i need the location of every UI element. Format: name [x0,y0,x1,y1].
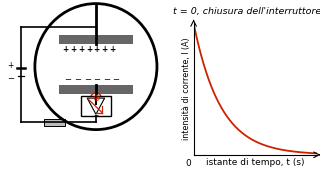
Text: −: − [84,76,91,85]
FancyBboxPatch shape [81,96,111,116]
FancyBboxPatch shape [59,85,132,94]
Text: +: + [101,45,108,54]
Text: −: − [93,113,99,118]
Text: +: + [109,45,116,54]
Text: −: − [93,76,100,85]
Text: +: + [7,61,14,70]
Text: 0: 0 [186,159,192,168]
Text: −: − [65,76,71,85]
Text: −: − [103,76,110,85]
Text: −: − [74,76,81,85]
X-axis label: istante di tempo, t (s): istante di tempo, t (s) [206,158,304,166]
Text: +: + [62,45,68,54]
Text: +: + [70,45,76,54]
Text: +: + [94,45,100,54]
Polygon shape [87,98,105,114]
Text: ⊕: ⊕ [92,94,100,103]
Y-axis label: intensità di corrente, I (A): intensità di corrente, I (A) [182,38,191,140]
Text: −: − [7,74,14,83]
FancyBboxPatch shape [59,35,132,44]
Text: +: + [78,45,84,54]
Text: +: + [86,45,92,54]
Text: −: − [112,76,119,85]
Text: t = 0, chiusura dell'interruttore: t = 0, chiusura dell'interruttore [173,7,320,16]
FancyBboxPatch shape [44,119,65,126]
